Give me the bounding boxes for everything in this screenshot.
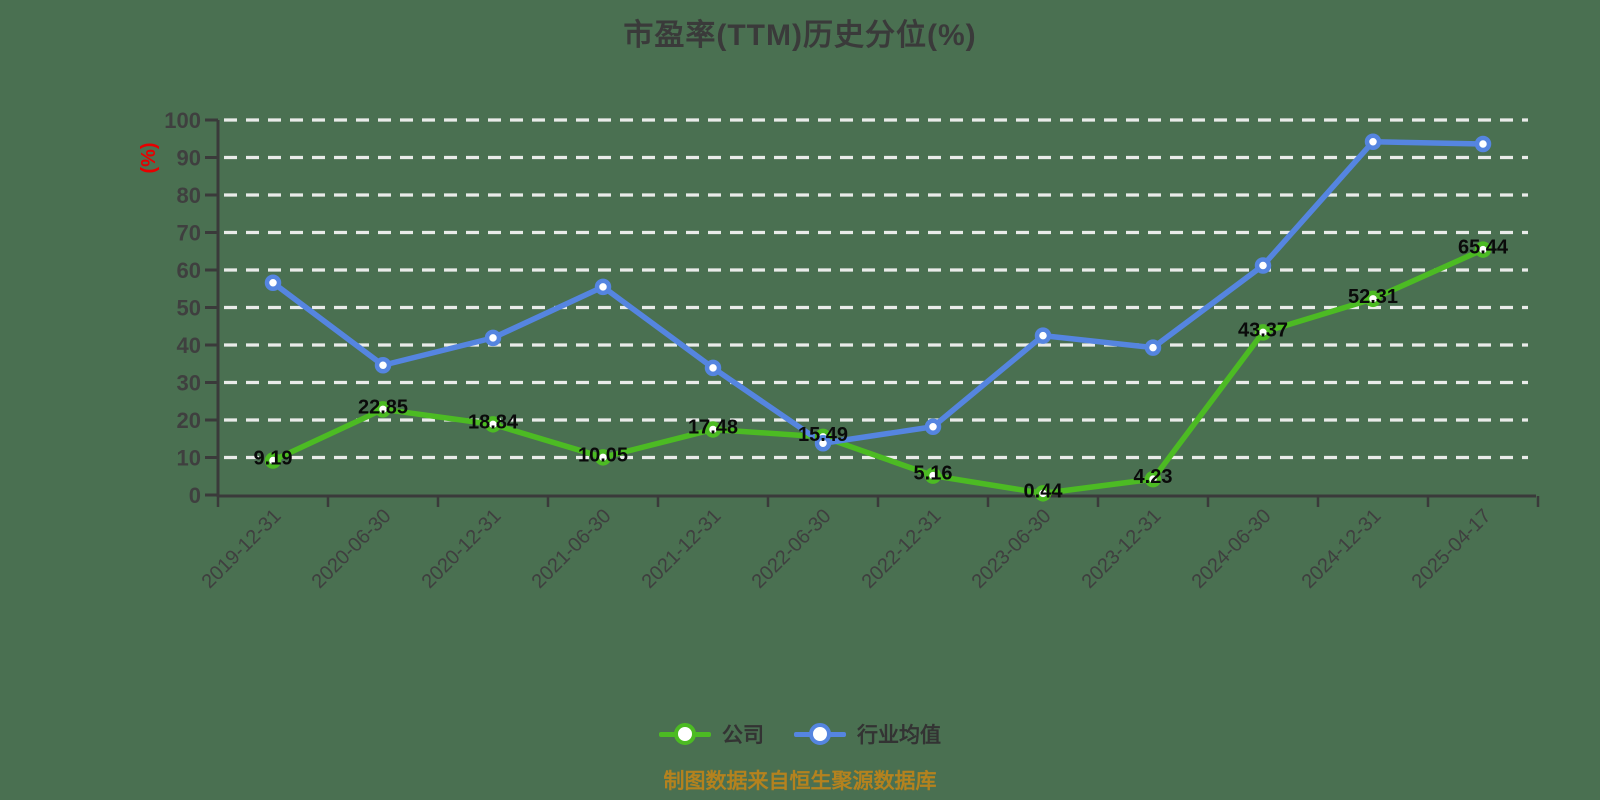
industry-average-series-marker-icon xyxy=(794,722,846,746)
industry-average-data-point xyxy=(1144,339,1162,356)
x-tick-label: 2019-12-31 xyxy=(198,505,286,593)
x-tick-label: 2022-06-30 xyxy=(748,505,836,593)
industry-average-data-point xyxy=(814,435,832,452)
company-series-marker-icon xyxy=(659,722,711,746)
company-data-label: 17.48 xyxy=(688,416,738,438)
industry-average-data-point xyxy=(1254,257,1272,274)
x-tick-label: 2022-12-31 xyxy=(858,505,946,593)
y-tick-label: 50 xyxy=(177,296,201,321)
industry-average-data-point xyxy=(264,274,282,291)
company-data-point xyxy=(264,452,282,469)
company-data-point xyxy=(484,416,502,433)
y-tick-label: 10 xyxy=(177,446,201,471)
industry-average-data-point xyxy=(484,329,502,347)
y-tick-label: 100 xyxy=(164,108,201,133)
company-data-point xyxy=(1034,485,1052,502)
company-data-point xyxy=(1474,241,1492,258)
legend-label-industry-average: 行业均值 xyxy=(857,724,941,747)
x-tick-label: 2020-12-31 xyxy=(418,505,506,593)
y-tick-label: 20 xyxy=(177,408,201,433)
x-tick-label: 2021-06-30 xyxy=(528,505,616,593)
x-tick-label: 2020-06-30 xyxy=(308,505,396,593)
company-data-label: 15.49 xyxy=(798,424,848,446)
company-data-label: 18.84 xyxy=(468,411,519,433)
industry-average-series-line xyxy=(270,139,1486,446)
industry-average-data-point xyxy=(594,278,612,296)
company-data-label: 65.44 xyxy=(1458,237,1509,259)
legend-item-company[interactable]: 公司 xyxy=(659,719,764,749)
data-source-note: 制图数据来自恒生聚源数据库 xyxy=(663,770,937,793)
industry-average-data-point xyxy=(374,357,392,374)
company-series-line xyxy=(270,246,1486,497)
industry-average-data-point xyxy=(924,418,942,435)
chart-legend: 公司 行业均值 xyxy=(0,719,1600,749)
legend-item-industry-average[interactable]: 行业均值 xyxy=(794,719,941,749)
x-tick-label: 2024-06-30 xyxy=(1188,505,1276,593)
industry-average-data-point xyxy=(1034,327,1052,344)
x-tick-label: 2024-12-31 xyxy=(1298,505,1386,593)
company-data-label: 43.37 xyxy=(1238,319,1288,341)
y-axis-unit-label: (%) xyxy=(138,142,160,173)
industry-average-data-point xyxy=(1474,135,1492,153)
company-data-label: 10.05 xyxy=(578,444,628,466)
company-data-label: 9.19 xyxy=(254,448,293,470)
y-tick-label: 60 xyxy=(177,258,201,283)
company-data-label: 0.44 xyxy=(1024,480,1064,502)
company-data-label: 5.16 xyxy=(914,463,953,485)
legend-label-company: 公司 xyxy=(722,724,764,747)
industry-average-data-point xyxy=(704,359,722,377)
company-data-label: 4.23 xyxy=(1134,466,1173,488)
industry-average-data-point xyxy=(1364,133,1382,150)
company-data-point xyxy=(1364,290,1382,308)
y-tick-label: 90 xyxy=(177,146,201,171)
y-tick-label: 70 xyxy=(177,221,201,246)
y-tick-label: 30 xyxy=(177,371,201,396)
y-tick-label: 40 xyxy=(177,333,201,358)
y-tick-label: 80 xyxy=(177,183,201,208)
company-data-point xyxy=(594,449,612,466)
company-data-label: 22.85 xyxy=(358,396,408,418)
company-data-point xyxy=(704,421,722,438)
x-tick-label: 2021-12-31 xyxy=(638,505,726,593)
company-data-label: 52.31 xyxy=(1348,286,1398,308)
company-data-point xyxy=(1144,470,1162,488)
x-tick-label: 2023-12-31 xyxy=(1078,505,1166,593)
company-data-point xyxy=(1254,324,1272,341)
x-tick-label: 2023-06-30 xyxy=(968,505,1056,593)
chart-title: 市盈率(TTM)历史分位(%) xyxy=(623,19,977,52)
y-tick-label: 0 xyxy=(189,483,201,508)
x-tick-label: 2025-04-17 xyxy=(1408,505,1496,593)
company-data-point xyxy=(924,467,942,484)
company-data-point xyxy=(374,401,392,418)
